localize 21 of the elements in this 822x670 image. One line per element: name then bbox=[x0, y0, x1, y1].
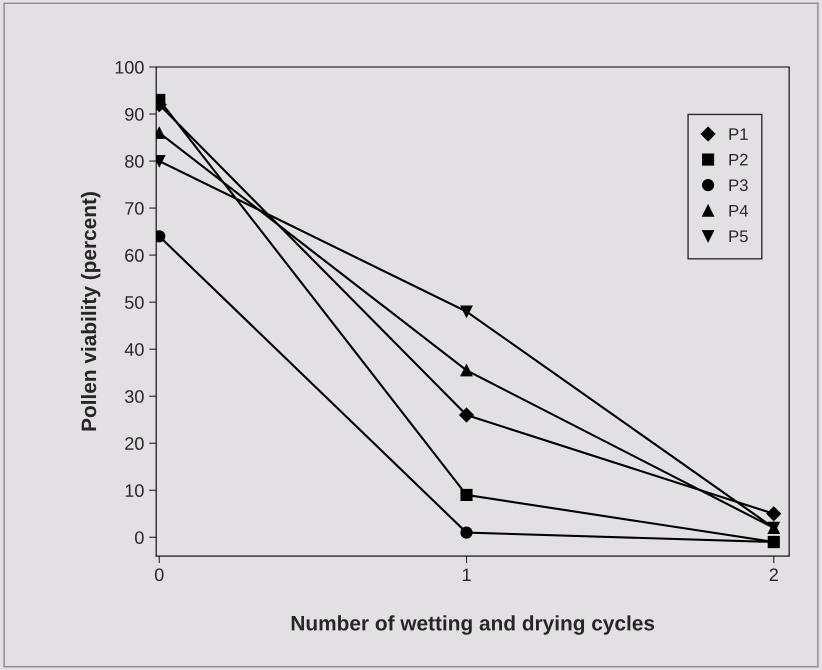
y-tick-label: 70 bbox=[125, 202, 144, 215]
legend-label: P1 bbox=[729, 128, 748, 140]
y-tick-label: 30 bbox=[124, 390, 144, 403]
y-tick-label: 10 bbox=[126, 484, 144, 497]
y-tick-label: 80 bbox=[125, 154, 144, 168]
y-tick-label: 40 bbox=[124, 343, 144, 356]
y-tick-label: 90 bbox=[125, 108, 144, 121]
x-axis-title: Number of wetting and drying cycles bbox=[292, 615, 654, 635]
y-tick-label: 100 bbox=[116, 60, 144, 74]
legend-label: P5 bbox=[729, 230, 748, 242]
y-tick-label: 60 bbox=[125, 249, 144, 262]
legend-label: P4 bbox=[729, 205, 748, 216]
legend-label: P2 bbox=[729, 154, 748, 166]
y-tick-label: 50 bbox=[125, 296, 144, 309]
y-axis-title: Pollen viability (percent) bbox=[80, 192, 100, 431]
x-tick-label: 2 bbox=[770, 568, 778, 581]
y-tick-label: 20 bbox=[125, 437, 144, 450]
legend-label: P3 bbox=[729, 179, 748, 192]
y-tick-label: 0 bbox=[135, 531, 144, 544]
x-tick-label: 0 bbox=[154, 568, 164, 582]
x-tick-label: 1 bbox=[462, 568, 471, 581]
